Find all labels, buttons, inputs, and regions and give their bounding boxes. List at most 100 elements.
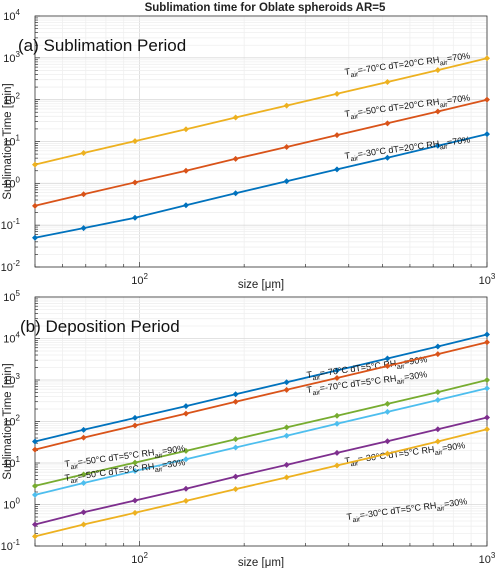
x-tick-label: 103	[479, 551, 496, 566]
data-point	[131, 459, 138, 466]
y-tick-label: 10-2	[1, 259, 21, 274]
data-point	[32, 161, 38, 168]
data-point	[434, 142, 441, 149]
data-point	[232, 473, 239, 480]
data-point	[333, 449, 340, 456]
data-point	[182, 167, 189, 174]
data-point	[484, 426, 490, 433]
y-tick-label: 103	[3, 372, 20, 387]
data-point	[32, 491, 38, 498]
data-point	[131, 138, 138, 145]
grid	[34, 15, 488, 268]
data-point	[182, 403, 189, 410]
y-tick-label: 104	[3, 8, 20, 23]
data-point	[182, 485, 189, 492]
data-point	[232, 155, 239, 162]
data-point	[32, 438, 38, 445]
data-point	[32, 202, 38, 209]
data-point	[232, 391, 239, 398]
series: Tair=-50°C dT=20°C RHair=70%	[32, 93, 490, 209]
data-point	[283, 386, 290, 393]
data-point	[80, 521, 87, 528]
series-line	[34, 98, 488, 207]
data-point	[283, 474, 290, 481]
data-point	[384, 363, 391, 370]
data-point	[384, 355, 391, 362]
data-point	[283, 143, 290, 150]
data-point	[232, 190, 239, 197]
y-axis-label: Sublimation Time [min]	[2, 83, 14, 199]
x-tick-label: 103	[479, 272, 496, 287]
series-line	[34, 333, 488, 443]
data-point	[131, 497, 138, 504]
data-point	[182, 126, 189, 133]
data-point	[80, 426, 87, 433]
data-point	[484, 385, 490, 392]
data-point	[232, 444, 239, 451]
data-point	[434, 351, 441, 358]
data-point	[333, 420, 340, 427]
y-tick-label: 104	[3, 331, 20, 346]
data-point	[182, 202, 189, 209]
data-point	[80, 509, 87, 516]
data-point	[484, 414, 490, 421]
data-point	[131, 422, 138, 429]
data-point	[283, 102, 290, 109]
data-point	[434, 396, 441, 403]
y-tick-label: 101	[3, 455, 20, 470]
y-tick-label: 105	[3, 289, 20, 304]
x-axis-label: size [μm]	[238, 557, 284, 568]
series-line	[34, 379, 488, 487]
figure-title: Sublimation time for Oblate spheroids AR…	[145, 2, 386, 14]
x-axis-label: size [μm]	[238, 279, 284, 291]
tick-marks	[34, 296, 488, 547]
data-point	[32, 234, 38, 241]
data-point	[80, 434, 87, 441]
data-point	[333, 374, 340, 381]
data-point	[131, 179, 138, 186]
data-point	[232, 436, 239, 443]
series-line	[34, 133, 488, 239]
data-point	[384, 400, 391, 407]
data-point	[484, 131, 490, 138]
data-point	[80, 479, 87, 486]
data-point	[80, 225, 87, 232]
x-tick-label: 102	[131, 272, 148, 287]
data-point	[131, 214, 138, 221]
data-point	[333, 412, 340, 419]
y-tick-label: 102	[3, 92, 20, 107]
data-point	[384, 408, 391, 415]
y-tick-label: 100	[3, 175, 20, 190]
data-point	[131, 468, 138, 475]
y-tick-label: 103	[3, 50, 20, 65]
data-point	[80, 150, 87, 157]
data-point	[484, 55, 490, 62]
data-point	[32, 446, 38, 453]
data-point	[484, 331, 490, 338]
series-line	[34, 416, 488, 526]
data-point	[333, 166, 340, 173]
y-tick-label: 10-1	[1, 538, 21, 553]
data-point	[283, 178, 290, 185]
data-point	[333, 90, 340, 97]
data-point	[232, 398, 239, 405]
data-point	[434, 389, 441, 396]
data-point	[283, 379, 290, 386]
data-point	[182, 447, 189, 454]
data-point	[434, 67, 441, 74]
data-point	[333, 462, 340, 469]
data-point	[232, 114, 239, 121]
data-point	[182, 497, 189, 504]
data-point	[32, 482, 38, 489]
series-line	[34, 387, 488, 496]
x-tick-label: 102	[131, 551, 148, 566]
data-point	[333, 132, 340, 139]
data-point	[434, 343, 441, 350]
data-point	[484, 96, 490, 103]
y-tick-label: 100	[3, 497, 20, 512]
y-tick-label: 101	[3, 134, 20, 149]
data-point	[32, 521, 38, 528]
data-point	[484, 377, 490, 383]
data-point	[384, 450, 391, 457]
